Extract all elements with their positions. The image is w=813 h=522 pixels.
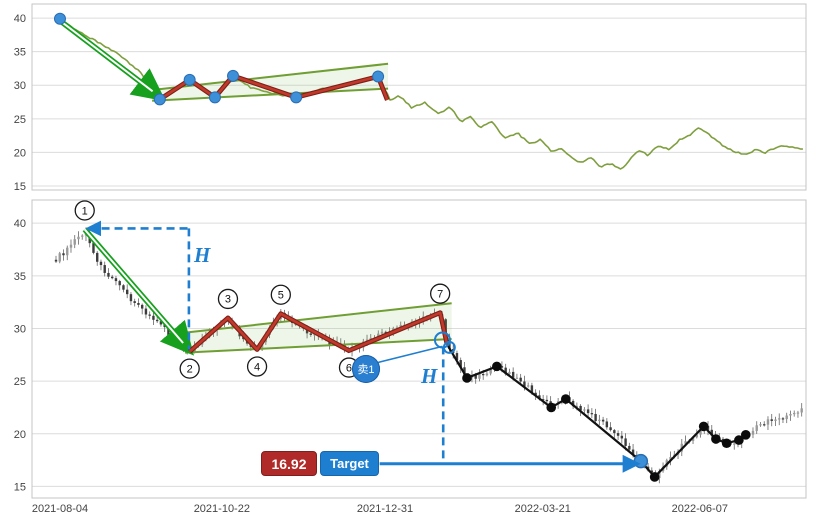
x-axis-tick-label: 2022-06-07 [672, 503, 728, 515]
target-label-badge: Target [320, 451, 379, 476]
downtrend-line [446, 343, 747, 479]
swing-dot [698, 421, 709, 432]
sell-pointer-line [374, 345, 443, 364]
y-axis-tick-label: 30 [14, 80, 26, 92]
height-measure-label-2: H [421, 364, 438, 388]
grid: 15 20 25 30 35 40 [14, 13, 806, 193]
overview-chart[interactable]: 15 20 25 30 35 40 [0, 0, 813, 196]
numbered-pivot[interactable]: 3 [217, 288, 239, 310]
y-axis-tick-label: 40 [14, 13, 26, 25]
y-axis-tick-label: 25 [14, 114, 26, 126]
y-axis-tick-label: 30 [14, 323, 26, 335]
x-axis-tick-label: 2021-12-31 [357, 503, 413, 515]
sell-signal-badge[interactable]: 卖1 [352, 355, 380, 383]
pole-arrow-core [83, 228, 184, 344]
candlestick-series [54, 226, 803, 484]
swing-dot [711, 434, 721, 444]
numbered-pivot[interactable]: 5 [270, 284, 291, 305]
x-axis-tick-label: 2021-10-22 [194, 503, 250, 515]
numbered-pivot[interactable]: 1 [74, 200, 95, 221]
svg-text:6: 6 [346, 362, 352, 374]
detail-chart-panel: 15 20 25 30 35 40 1 2 3 4 5 6 7 2021-08-04 2021-10-22 2… [0, 196, 813, 522]
height-measure-label-1: H [194, 243, 211, 267]
svg-text:7: 7 [437, 288, 443, 300]
y-axis-tick-label: 20 [14, 147, 26, 159]
svg-text:1: 1 [82, 205, 88, 217]
y-axis-tick-label: 15 [14, 481, 26, 493]
swing-dot [546, 402, 557, 413]
pivot-dot[interactable] [208, 91, 221, 104]
y-axis-tick-label: 20 [14, 429, 26, 441]
swing-dot [721, 438, 732, 449]
x-axis-tick-label: 2021-08-04 [32, 503, 88, 515]
channel-lower-line [152, 87, 389, 102]
overview-chart-panel: 15 20 25 30 35 40 [0, 0, 813, 196]
pivot-dot[interactable] [183, 73, 196, 86]
swing-dot [649, 472, 660, 482]
pivot-dot[interactable] [372, 70, 385, 83]
pivot-dot[interactable] [53, 12, 66, 25]
breakdown-ring [442, 340, 456, 354]
numbered-pivot[interactable]: 7 [429, 283, 451, 304]
y-axis-tick-label: 35 [14, 47, 26, 59]
channel-lower-line [185, 337, 452, 354]
zigzag-line [188, 311, 449, 353]
swing-dot [462, 373, 472, 383]
swing-dot [740, 430, 751, 440]
swing-dot [734, 435, 744, 445]
svg-text:2: 2 [187, 363, 193, 375]
plot-border [31, 199, 807, 499]
svg-text:5: 5 [278, 290, 284, 302]
pole-arrow-core [60, 20, 154, 93]
swing-dot [560, 394, 571, 404]
y-axis-tick-label: 35 [14, 271, 26, 283]
detail-chart[interactable]: 15 20 25 30 35 40 1 2 3 4 5 6 7 2021-08-04 2021-10-22 2… [0, 196, 813, 522]
y-axis-tick-label: 25 [14, 376, 26, 388]
x-axis-tick-label: 2022-03-21 [515, 503, 571, 515]
pivot-dot[interactable] [290, 91, 303, 104]
channel-upper-line [184, 302, 452, 334]
numbered-pivot[interactable]: 2 [179, 358, 200, 379]
svg-text:3: 3 [225, 294, 231, 306]
y-axis-tick-label: 15 [14, 181, 26, 193]
y-axis-tick-label: 40 [14, 218, 26, 230]
plot-border [31, 3, 807, 191]
target-price-badge: 16.92 [261, 451, 317, 476]
numbered-pivot[interactable]: 4 [246, 356, 268, 377]
breakdown-ring [433, 331, 451, 349]
svg-text:4: 4 [254, 361, 260, 373]
pivot-dot[interactable] [227, 69, 240, 82]
swing-dot [492, 361, 502, 372]
target-hit-dot [633, 453, 649, 469]
pivot-dot[interactable] [153, 93, 166, 106]
